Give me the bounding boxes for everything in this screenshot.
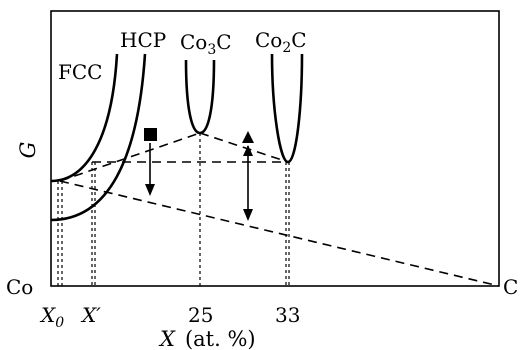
tick-x0-sub: 0: [55, 315, 64, 331]
label-co2c-base: Co: [255, 28, 282, 52]
co2c-curve: [270, 53, 304, 164]
y-axis-label: G: [16, 142, 40, 159]
down-arrow-head: [145, 184, 155, 196]
square-marker: [144, 128, 157, 141]
tangent-co-to-c: [59, 180, 500, 287]
tick-x0: X0: [39, 303, 64, 331]
label-co2c: Co2C: [255, 28, 307, 56]
x-axis-label: X (at. %): [158, 327, 256, 350]
double-arrow-up-head: [243, 145, 253, 156]
double-arrow-down-head: [243, 209, 253, 221]
tick-25: 25: [188, 303, 213, 327]
right-end-label: C: [503, 275, 518, 299]
tick-x0-base: X: [39, 303, 56, 327]
label-co3c-tail: C: [216, 30, 231, 54]
label-hcp: HCP: [120, 28, 166, 52]
label-fcc: FCC: [58, 60, 102, 84]
tick-33: 33: [275, 303, 300, 327]
hcp-curve: [50, 53, 147, 222]
x-axis-var: X: [158, 327, 176, 350]
left-end-label: Co: [6, 275, 33, 299]
x-axis-unit: (at. %): [185, 327, 256, 350]
label-co3c-base: Co: [180, 30, 207, 54]
plot-frame: [50, 10, 500, 287]
co3c-curve: [184, 59, 216, 135]
label-co2c-sub: 2: [282, 40, 291, 56]
label-co3c-sub: 3: [207, 42, 216, 58]
label-co2c-tail: C: [291, 28, 306, 52]
tangent-co3c-to-co2c: [199, 132, 289, 163]
tangent-fcc-to-co3c: [59, 132, 201, 182]
label-co3c: Co3C: [180, 30, 232, 58]
triangle-marker: [242, 131, 254, 143]
tick-xprime: X′: [80, 303, 101, 327]
